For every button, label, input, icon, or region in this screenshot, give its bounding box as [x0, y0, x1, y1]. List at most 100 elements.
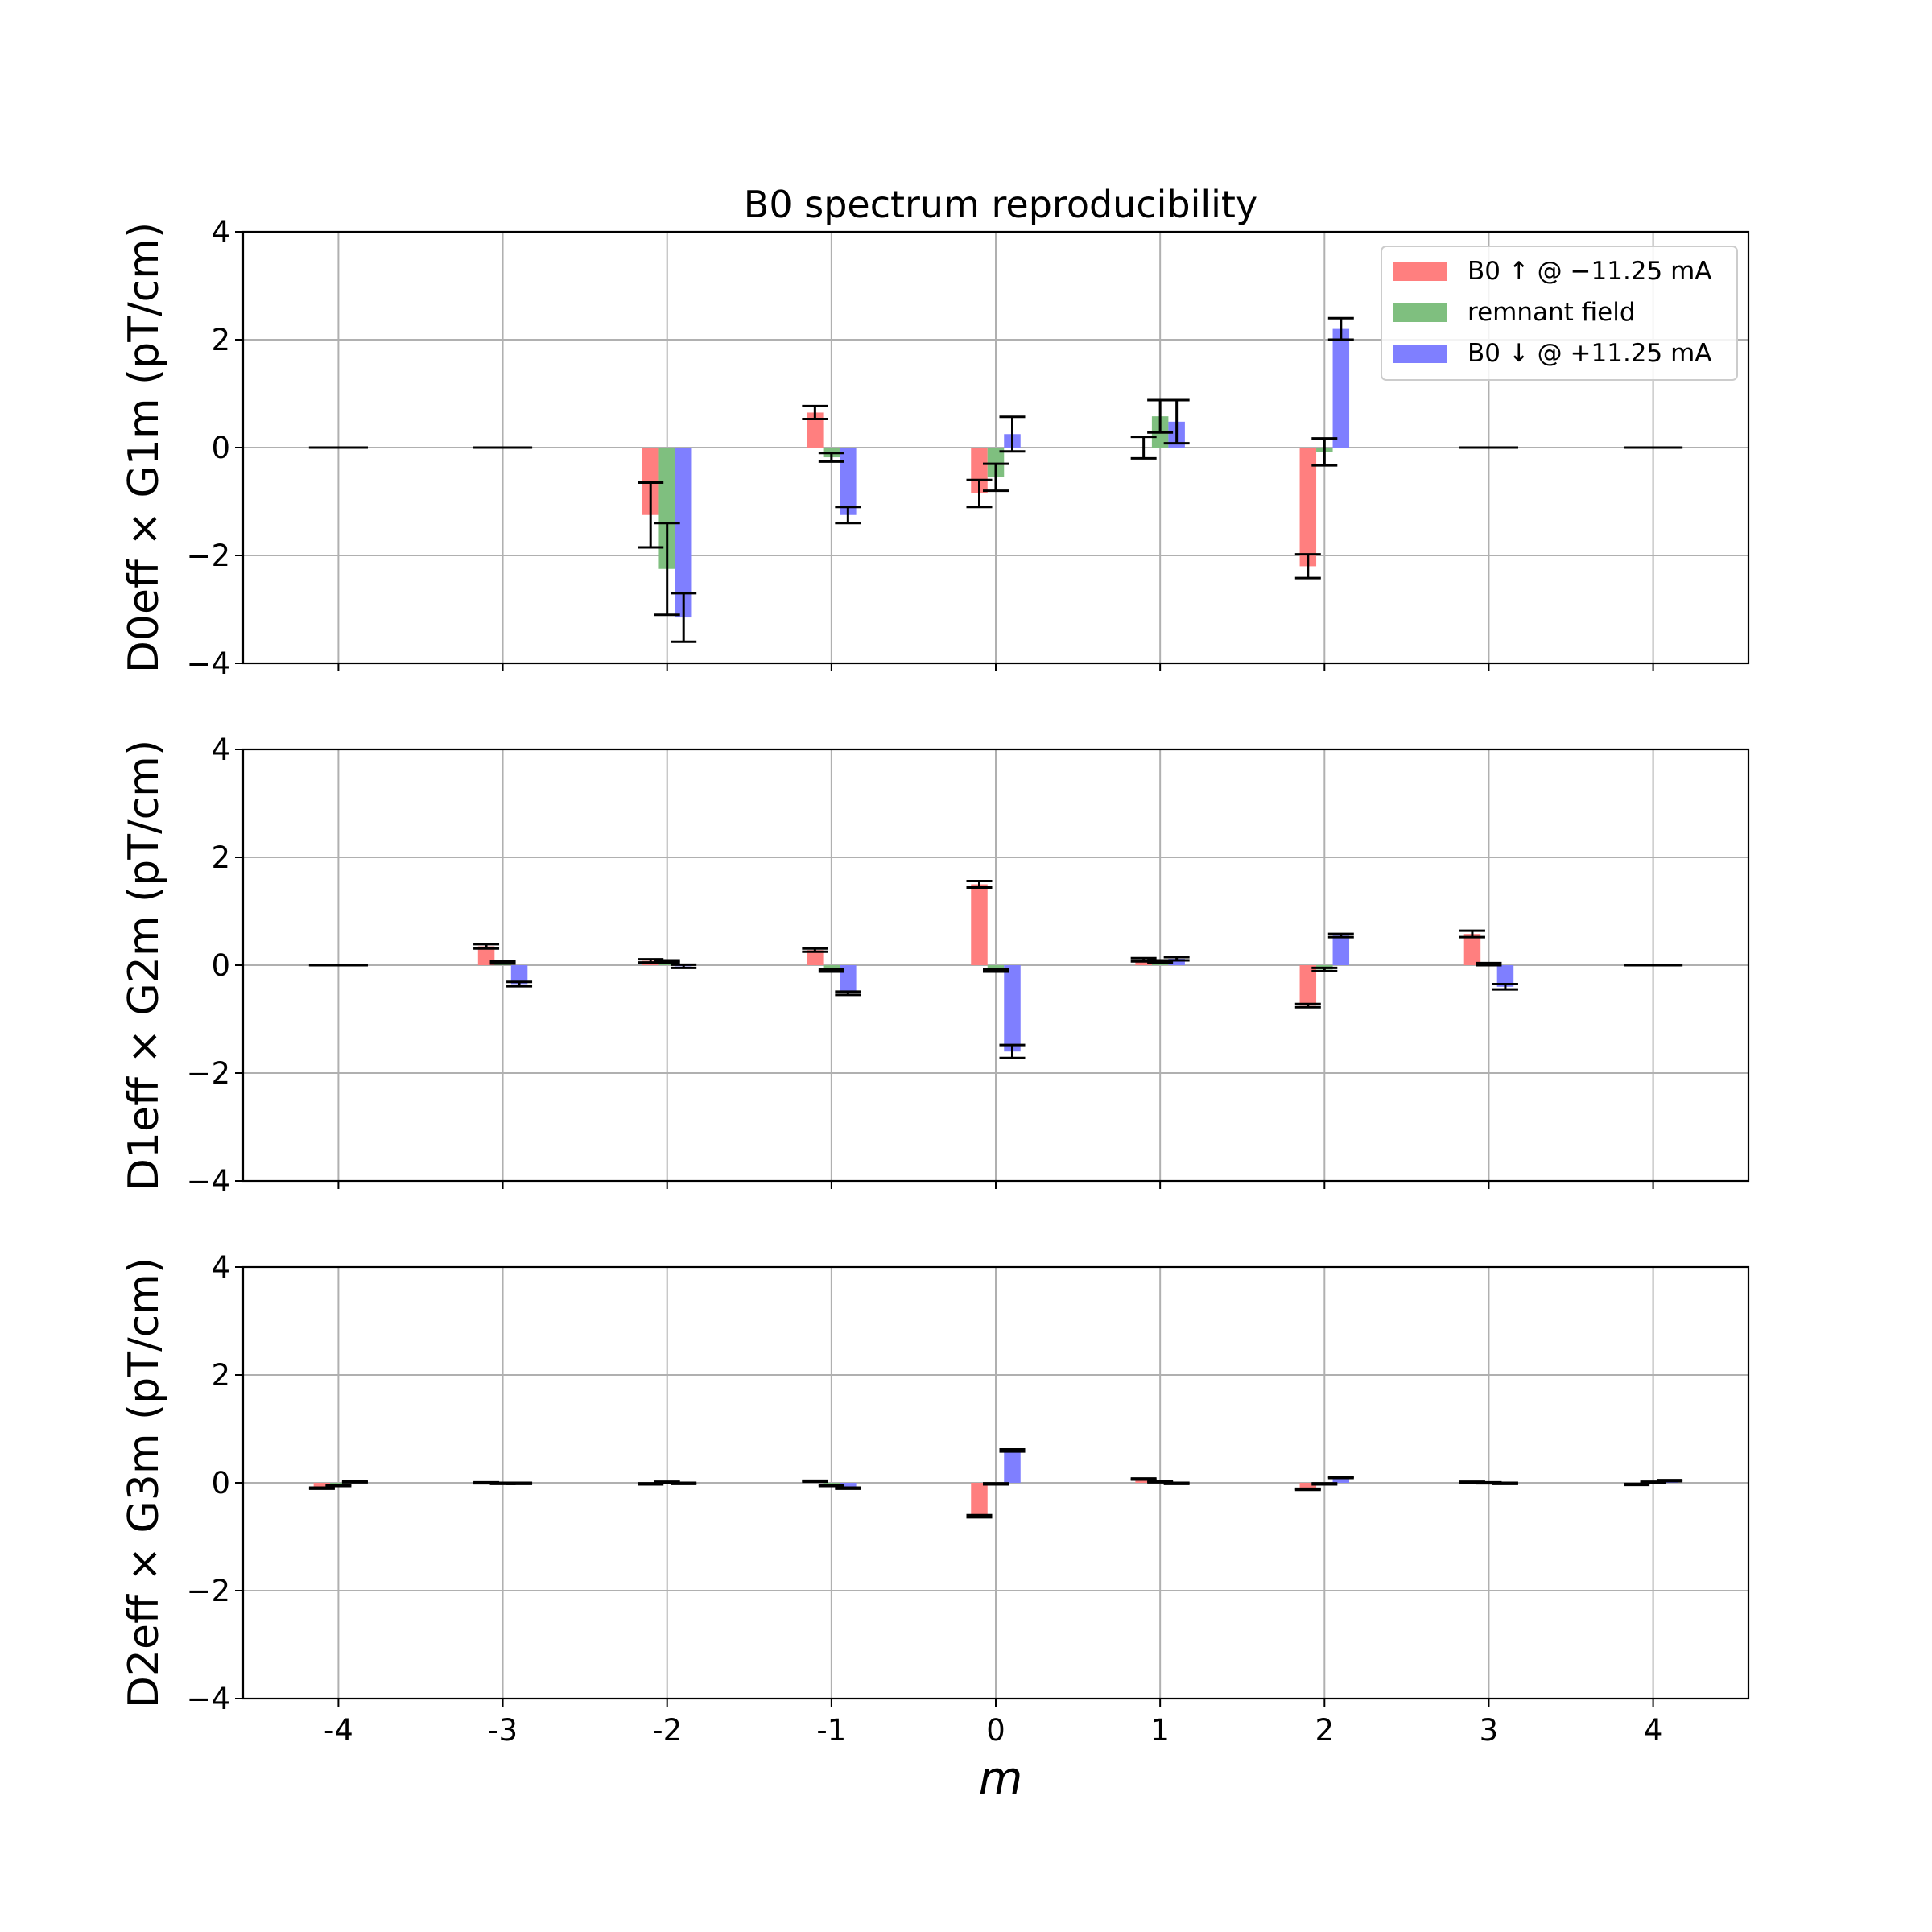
legend-box: [1381, 246, 1738, 381]
error-bar: [341, 1480, 368, 1484]
bar-remnant-m-2: [658, 448, 675, 569]
error-bar: [818, 1484, 844, 1488]
bar-remnant-m0: [987, 965, 1005, 971]
y-tick-label: 4: [211, 1250, 230, 1285]
bar-b0-up-m-1: [807, 950, 824, 965]
x-tick-label: -1: [816, 1713, 846, 1748]
bar-b0-up-m2: [1299, 965, 1317, 1006]
error-bar: [1130, 436, 1157, 460]
x-tick-label: -3: [488, 1713, 518, 1748]
legend-label: B0 ↓ @ +11.25 mA: [1468, 339, 1712, 368]
x-tick-label: -4: [324, 1713, 353, 1748]
error-bar: [802, 404, 828, 420]
y-tick-label: 2: [211, 1358, 230, 1393]
x-tick-label: 1: [1150, 1713, 1170, 1748]
error-bar: [1476, 961, 1502, 967]
y-axis-label: D2eff × G3m (pT/cm): [120, 1257, 168, 1708]
error-bar: [671, 1481, 697, 1485]
error-bar: [966, 1513, 993, 1519]
error-bar: [999, 1447, 1026, 1453]
error-bar: [999, 415, 1026, 453]
error-bar: [1130, 1477, 1157, 1481]
y-tick-label: −2: [186, 1574, 230, 1608]
error-bar: [966, 478, 993, 509]
x-tick-label: 4: [1644, 1713, 1663, 1748]
error-bar: [818, 968, 844, 973]
error-bar: [802, 1479, 828, 1484]
error-bar: [1294, 1002, 1321, 1009]
error-bar: [1311, 966, 1338, 972]
y-tick-label: −2: [186, 1056, 230, 1091]
bar-b0-up-m1: [1135, 1479, 1152, 1483]
error-bar: [1492, 1481, 1518, 1485]
error-bar: [654, 522, 680, 617]
legend-swatch: [1393, 262, 1447, 281]
error-bar: [983, 462, 1009, 493]
bar-b0-up-m0: [971, 1483, 988, 1517]
error-bar: [638, 481, 664, 549]
error-bar: [489, 960, 516, 965]
error-bar: [1163, 1481, 1190, 1485]
bar-b0-up-m-1: [807, 412, 824, 448]
bar-b0-up-m2: [1299, 1483, 1317, 1490]
y-tick-label: 0: [211, 1466, 230, 1501]
error-bar: [966, 879, 993, 890]
legend-swatch: [1393, 303, 1447, 322]
bar-remnant-m0: [987, 448, 1005, 477]
bar-b0-down-m-2: [675, 448, 692, 618]
bar-b0-down-m2: [1332, 328, 1350, 448]
error-bar: [325, 1484, 352, 1488]
y-tick-label: −2: [186, 539, 230, 573]
bar-b0-up-m-4: [313, 1483, 331, 1488]
legend-label: remnant field: [1468, 298, 1636, 327]
error-bar: [1294, 1487, 1321, 1492]
legend-label: B0 ↑ @ −11.25 mA: [1468, 257, 1712, 286]
error-bar: [1459, 929, 1485, 939]
y-axis-label: D0eff × G1m (pT/cm): [120, 222, 168, 673]
y-tick-label: 4: [211, 733, 230, 767]
chart-title: B0 spectrum reproducibility: [744, 183, 1257, 226]
error-bar: [1327, 316, 1354, 341]
y-tick-label: −4: [186, 1164, 230, 1199]
error-bar: [835, 990, 861, 997]
y-tick-label: 0: [211, 431, 230, 465]
bar-b0-down-m-1: [840, 1483, 857, 1488]
x-axis-label: m: [979, 1752, 1023, 1805]
y-axis-label: D1eff × G2m (pT/cm): [120, 740, 168, 1191]
x-tick-label: 3: [1480, 1713, 1499, 1748]
bar-b0-up-m3: [1463, 934, 1481, 965]
error-bar: [802, 947, 828, 953]
bar-remnant-m-1: [823, 965, 840, 971]
error-bar: [1163, 398, 1190, 445]
error-bar: [1163, 956, 1190, 962]
x-tick-label: 2: [1315, 1713, 1335, 1748]
y-tick-label: 2: [211, 323, 230, 357]
bar-b0-down-m2: [1332, 1477, 1350, 1483]
error-bar: [1311, 437, 1338, 467]
legend: B0 ↑ @ −11.25 mA remnant field B0 ↓ @ +11.…: [1381, 246, 1738, 381]
bar-b0-down-m0: [1004, 965, 1021, 1052]
bar-b0-down-m-3: [510, 965, 528, 985]
error-bar: [671, 963, 697, 969]
bar-b0-up-m0: [971, 884, 988, 965]
error-bar: [473, 943, 500, 950]
panel-2: −4 −2 0 2 4 D1eff × G2m (pT/cm): [120, 733, 1750, 1199]
error-bar: [1327, 1476, 1354, 1480]
legend-swatch: [1393, 345, 1447, 363]
x-tick-label: 0: [986, 1713, 1005, 1748]
bar-b0-down-m-1: [840, 448, 857, 515]
bar-b0-down-m2: [1332, 935, 1350, 965]
error-bar: [1294, 553, 1321, 580]
bar-b0-down-m1: [1168, 958, 1185, 965]
panel-1: −4 −2 0 2 4 D0eff × G1m (pT/cm): [120, 215, 1750, 681]
error-bar: [983, 968, 1009, 973]
error-bar: [1492, 982, 1518, 991]
y-tick-label: −4: [186, 1682, 230, 1716]
bar-b0-down-m0: [1004, 1450, 1021, 1483]
y-tick-label: 4: [211, 215, 230, 250]
error-bar: [1657, 1479, 1683, 1483]
error-bar: [835, 506, 861, 525]
error-bar: [818, 452, 844, 463]
bar-b0-down-m3: [1496, 965, 1514, 987]
